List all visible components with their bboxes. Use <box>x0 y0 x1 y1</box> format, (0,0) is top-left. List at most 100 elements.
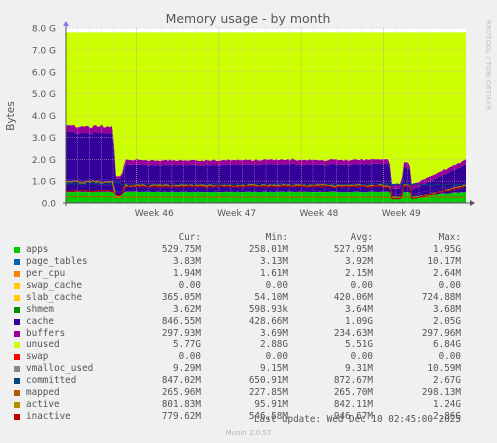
legend-row-unused: unused 5.77G 2.88G 5.51G 6.84G <box>0 339 497 351</box>
y-tick-label: 1.0 G <box>32 178 56 188</box>
stacked-areas <box>66 32 466 203</box>
y-axis-label: Bytes <box>5 101 17 130</box>
legend-row-swap: swap 0.00 0.00 0.00 0.00 <box>0 351 497 363</box>
legend-name: committed <box>26 375 77 387</box>
legend-avg: 946.67M <box>333 411 373 423</box>
legend-swatch <box>14 318 20 325</box>
legend-cur: 0.00 <box>178 279 201 291</box>
line-inactive <box>65 184 467 200</box>
legend-name: swap_cache <box>26 279 82 291</box>
area-buffers <box>66 124 466 190</box>
y-tick-label: 2.0 G <box>32 156 56 166</box>
legend-cur: 297.93M <box>161 327 201 339</box>
legend-min: 2.88G <box>260 339 288 351</box>
legend: Cur: Min: Avg: Max: apps 529.75M 258.01M 52… <box>0 232 497 423</box>
legend-min: 95.91M <box>254 399 288 411</box>
x-tick-label: Week 47 <box>217 209 256 219</box>
legend-name: mapped <box>26 387 60 399</box>
legend-swatch <box>14 414 20 421</box>
legend-name: slab_cache <box>26 291 82 303</box>
legend-min: 54.10M <box>254 291 288 303</box>
legend-name: per_cpu <box>26 267 66 279</box>
legend-swatch <box>14 270 20 277</box>
legend-name: cache <box>26 315 54 327</box>
legend-cur: 801.83M <box>161 399 201 411</box>
legend-row-vmalloc-used: vmalloc_used 9.29M 9.15M 9.31M 10.59M <box>0 363 497 375</box>
legend-name: active <box>26 399 60 411</box>
line-mapped <box>65 195 467 199</box>
y-tick-labels: 0.0 1.0 G 2.0 G 3.0 G 4.0 G 5.0 G 6.0 G 7.0 G 8.… <box>32 25 56 210</box>
grid-lines <box>66 27 466 203</box>
legend-name: apps <box>26 243 49 255</box>
legend-min: 258.01M <box>248 243 288 255</box>
legend-swatch <box>14 366 20 373</box>
y-tick-label: 4.0 G <box>32 112 56 122</box>
legend-name: inactive <box>26 411 71 423</box>
legend-avg: 1.09G <box>345 315 373 327</box>
legend-swatch <box>14 342 20 349</box>
legend-avg: 3.92M <box>345 255 373 267</box>
legend-name: vmalloc_used <box>26 363 94 375</box>
line-committed <box>65 181 467 187</box>
y-tick-label: 6.0 G <box>32 68 56 78</box>
legend-header: Cur: Min: Avg: Max: <box>0 232 497 244</box>
legend-min: 3.69M <box>260 327 288 339</box>
legend-max: 298.13M <box>421 387 461 399</box>
legend-min: 1.61M <box>260 267 288 279</box>
legend-avg: 842.11M <box>333 399 373 411</box>
legend-swatch <box>14 306 20 313</box>
legend-swatch <box>14 282 20 289</box>
header-max: Max: <box>438 232 461 243</box>
x-tick-label: Week 46 <box>135 209 174 219</box>
header-cur: Cur: <box>178 232 201 243</box>
header-min: Min: <box>265 232 288 243</box>
legend-cur: 5.77G <box>173 339 201 351</box>
legend-swatch <box>14 258 20 265</box>
legend-cur: 779.62M <box>161 411 201 423</box>
y-axis-arrow <box>63 21 69 26</box>
legend-cur: 0.00 <box>178 351 201 363</box>
chart-title: Memory usage - by month <box>166 11 331 26</box>
legend-max: 1.24G <box>433 399 461 411</box>
legend-swatch <box>14 246 20 253</box>
header-avg: Avg: <box>350 232 373 243</box>
y-tick-label: 5.0 G <box>32 90 56 100</box>
legend-cur: 3.62M <box>173 303 201 315</box>
legend-avg: 5.51G <box>345 339 373 351</box>
memory-chart: Memory usage - by month Bytes RRDTOOL / … <box>5 11 492 219</box>
rrdtool-watermark: RRDTOOL / TOBI OETIKER <box>484 20 492 110</box>
legend-max: 10.59M <box>427 363 461 375</box>
legend-min: 546.58M <box>248 411 288 423</box>
legend-avg: 0.00 <box>350 279 373 291</box>
y-tick-label: 7.0 G <box>32 46 56 56</box>
last-update: Last update: Wed Dec 10 02:45:00 2025 <box>253 414 461 425</box>
legend-avg: 234.63M <box>333 327 373 339</box>
axes <box>63 21 475 206</box>
legend-swatch <box>14 354 20 361</box>
legend-row-slab-cache: slab_cache 365.05M 54.10M 420.06M 724.88M <box>0 292 497 304</box>
legend-max: 1.95G <box>433 243 461 255</box>
legend-name: shmem <box>26 303 54 315</box>
legend-row-inactive: inactive 779.62M 546.58M 946.67M 2.86G <box>0 411 497 423</box>
y-tick-label: 8.0 G <box>32 25 56 35</box>
legend-max: 2.86G <box>433 411 461 423</box>
legend-min: 3.13M <box>260 255 288 267</box>
legend-cur: 1.94M <box>173 267 201 279</box>
legend-cur: 529.75M <box>161 243 201 255</box>
legend-avg: 0.00 <box>350 351 373 363</box>
legend-min: 428.66M <box>248 315 288 327</box>
legend-max: 724.88M <box>421 291 461 303</box>
legend-max: 0.00 <box>438 279 461 291</box>
legend-avg: 265.70M <box>333 387 373 399</box>
legend-name: buffers <box>26 327 66 339</box>
legend-max: 3.68M <box>433 303 461 315</box>
legend-max: 297.96M <box>421 327 461 339</box>
legend-max: 0.00 <box>438 351 461 363</box>
legend-swatch <box>14 390 20 397</box>
legend-row-cache: cache 846.55M 428.66M 1.09G 2.05G <box>0 316 497 328</box>
x-tick-label: Week 48 <box>299 209 338 219</box>
legend-cur: 846.55M <box>161 315 201 327</box>
legend-avg: 3.64M <box>345 303 373 315</box>
legend-min: 0.00 <box>265 351 288 363</box>
legend-min: 650.91M <box>248 375 288 387</box>
